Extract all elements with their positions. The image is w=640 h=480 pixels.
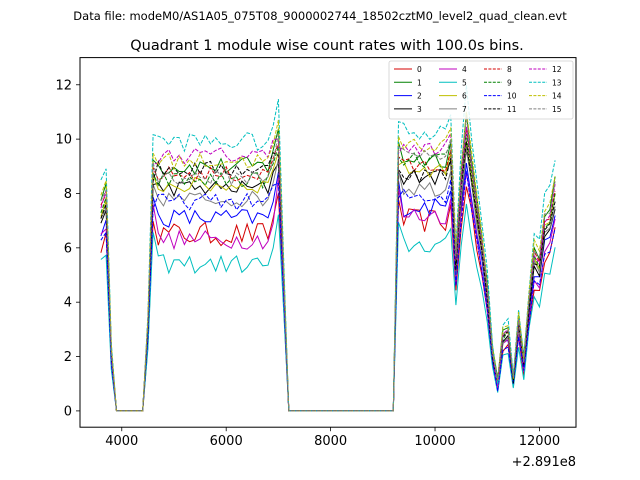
legend-label-8: 8	[507, 65, 512, 74]
x-axis: 4000 6000 8000 10000 12000	[105, 427, 560, 449]
y-tick-label: 2	[64, 350, 72, 365]
series-line-14	[100, 111, 556, 412]
y-tick-label: 6	[64, 241, 72, 256]
y-tick-label: 10	[55, 133, 72, 148]
legend-label-11: 11	[507, 105, 517, 114]
chart-title: Quadrant 1 module wise count rates with …	[130, 38, 524, 54]
legend-label-6: 6	[462, 92, 467, 101]
legend-label-2: 2	[417, 92, 422, 101]
x-tick-label: 4000	[105, 434, 138, 449]
legend-label-1: 1	[417, 78, 422, 87]
series-layer	[100, 85, 556, 412]
series-line-11	[100, 141, 556, 412]
y-axis: 0 2 4 6 8 10 12	[55, 78, 80, 419]
legend-label-0: 0	[417, 65, 422, 74]
legend-label-12: 12	[552, 65, 562, 74]
plot-frame	[79, 57, 577, 428]
legend-label-13: 13	[552, 78, 562, 87]
legend-label-7: 7	[462, 105, 467, 114]
x-offset-label: +2.891e8	[512, 455, 576, 470]
chart-suptitle: Data file: modeM0/AS1A05_075T08_90000027…	[73, 9, 567, 23]
series-line-15	[100, 116, 556, 412]
legend-label-10: 10	[507, 92, 517, 101]
legend-label-5: 5	[462, 78, 467, 87]
y-tick-label: 12	[55, 78, 72, 93]
legend-label-4: 4	[462, 65, 467, 74]
legend-label-15: 15	[552, 105, 562, 114]
x-tick-label: 6000	[210, 434, 243, 449]
legend-label-3: 3	[417, 105, 422, 114]
legend-label-14: 14	[552, 92, 562, 101]
x-tick-label: 12000	[519, 434, 560, 449]
x-tick-label: 8000	[314, 434, 347, 449]
y-tick-label: 4	[64, 296, 72, 311]
y-tick-label: 8	[64, 187, 72, 202]
legend-label-9: 9	[507, 78, 512, 87]
legend-box	[388, 60, 574, 120]
x-tick-label: 10000	[414, 434, 455, 449]
y-tick-label: 0	[64, 404, 72, 419]
